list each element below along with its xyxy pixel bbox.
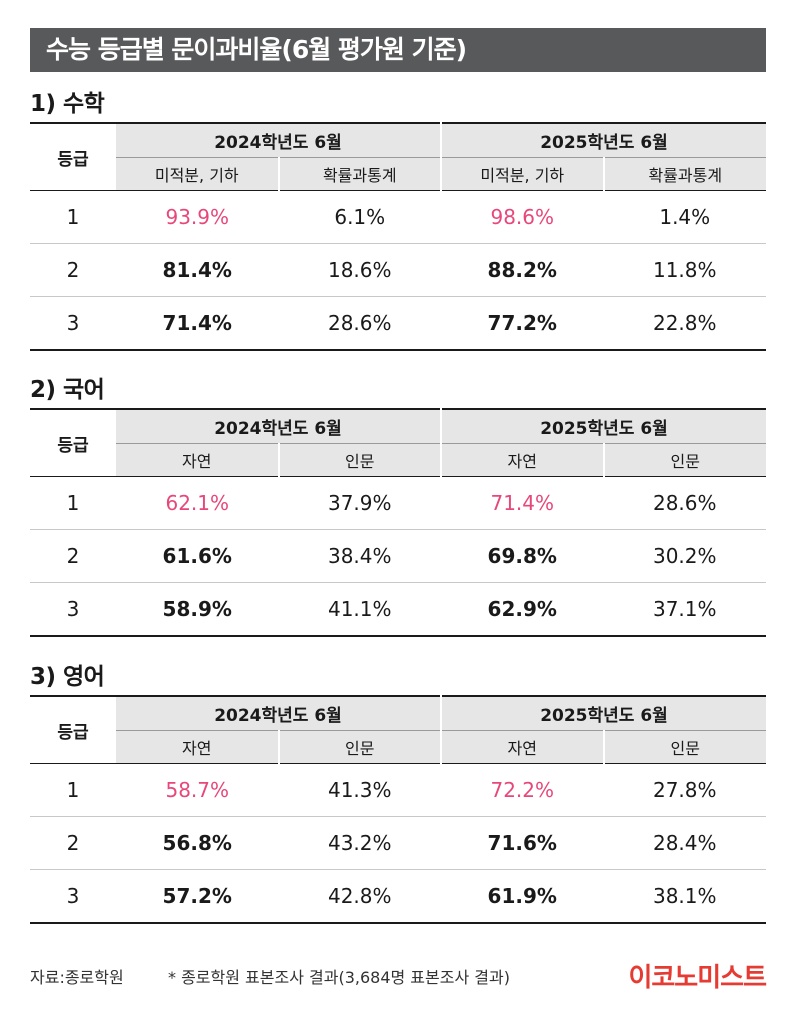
sub-header: 자연 (441, 730, 605, 764)
data-table: 등급 2024학년도 6월 2025학년도 6월 자연 인문 자연 인문 1 5… (30, 695, 766, 924)
value-cell: 58.7% (165, 778, 230, 802)
section-korean: 2) 국어 등급 2024학년도 6월 2025학년도 6월 자연 인문 자연 … (30, 372, 766, 637)
grade-cell: 1 (66, 205, 80, 229)
value-cell: 41.1% (278, 582, 441, 636)
data-table: 등급 2024학년도 6월 2025학년도 6월 미적분, 기하 확률과통계 미… (30, 122, 766, 351)
grade-cell: 2 (30, 816, 116, 870)
section-english: 3) 영어 등급 2024학년도 6월 2025학년도 6월 자연 인문 자연 … (30, 659, 766, 924)
value-cell: 98.6% (490, 205, 555, 229)
section-math: 1) 수학 등급 2024학년도 6월 2025학년도 6월 미적분, 기하 확… (30, 86, 766, 351)
grade-cell: 1 (66, 778, 80, 802)
value-cell: 71.6% (441, 816, 604, 870)
value-cell: 28.4% (603, 816, 766, 870)
year-header: 2024학년도 6월 (116, 696, 442, 731)
year-header: 2024학년도 6월 (116, 123, 442, 158)
value-cell: 6.1% (334, 205, 386, 229)
footer: 자료:종로학원 * 종로학원 표본조사 결과(3,684명 표본조사 결과) 이… (30, 958, 767, 998)
value-cell: 28.6% (278, 296, 441, 350)
page-title: 수능 등급별 문이과비율(6월 평가원 기준) (30, 28, 766, 72)
value-cell: 71.4% (116, 296, 279, 350)
table-row: 1 93.9% 6.1% 98.6% 1.4% (30, 191, 766, 244)
sub-header: 인문 (603, 730, 766, 764)
value-cell: 71.4% (490, 491, 555, 515)
value-cell: 37.9% (327, 491, 392, 515)
grade-header: 등급 (30, 409, 116, 477)
grade-cell: 3 (30, 582, 116, 636)
table-row: 1 58.7% 41.3% 72.2% 27.8% (30, 764, 766, 817)
value-cell: 38.4% (278, 529, 441, 583)
value-cell: 62.9% (441, 582, 604, 636)
grade-cell: 1 (66, 491, 80, 515)
grade-cell: 2 (30, 243, 116, 297)
value-cell: 77.2% (441, 296, 604, 350)
value-cell: 61.9% (441, 869, 604, 923)
value-cell: 37.1% (603, 582, 766, 636)
data-table: 등급 2024학년도 6월 2025학년도 6월 자연 인문 자연 인문 1 6… (30, 408, 766, 637)
sub-header: 미적분, 기하 (116, 157, 280, 191)
value-cell: 11.8% (603, 243, 766, 297)
year-header: 2025학년도 6월 (441, 409, 766, 444)
sub-header: 확률과통계 (278, 157, 442, 191)
value-cell: 57.2% (116, 869, 279, 923)
value-cell: 27.8% (652, 778, 717, 802)
footnote-text: * 종로학원 표본조사 결과(3,684명 표본조사 결과) (168, 968, 510, 987)
section-heading: 2) 국어 (30, 377, 105, 403)
value-cell: 1.4% (659, 205, 711, 229)
publisher-logo: 이코노미스트 (628, 963, 767, 993)
grade-cell: 3 (30, 296, 116, 350)
sub-header: 인문 (278, 730, 442, 764)
value-cell: 93.9% (165, 205, 230, 229)
grade-header: 등급 (30, 696, 116, 764)
value-cell: 30.2% (603, 529, 766, 583)
sub-header: 인문 (603, 443, 766, 477)
value-cell: 41.3% (327, 778, 392, 802)
sub-header: 자연 (116, 730, 280, 764)
sub-header: 인문 (278, 443, 442, 477)
section-heading: 1) 수학 (30, 91, 105, 117)
value-cell: 62.1% (165, 491, 230, 515)
value-cell: 81.4% (116, 243, 279, 297)
section-heading: 3) 영어 (30, 664, 105, 690)
table-row: 2 56.8% 43.2% 71.6% 28.4% (30, 816, 766, 870)
value-cell: 88.2% (441, 243, 604, 297)
sub-header: 자연 (441, 443, 605, 477)
sub-header: 확률과통계 (603, 157, 766, 191)
value-cell: 61.6% (116, 529, 279, 583)
value-cell: 42.8% (278, 869, 441, 923)
grade-cell: 3 (30, 869, 116, 923)
value-cell: 58.9% (116, 582, 279, 636)
value-cell: 56.8% (116, 816, 279, 870)
table-row: 3 71.4% 28.6% 77.2% 22.8% (30, 296, 766, 350)
table-row: 2 61.6% 38.4% 69.8% 30.2% (30, 529, 766, 583)
sub-header: 자연 (116, 443, 280, 477)
value-cell: 28.6% (652, 491, 717, 515)
value-cell: 18.6% (278, 243, 441, 297)
grade-header: 등급 (30, 123, 116, 191)
year-header: 2025학년도 6월 (441, 123, 766, 158)
table-row: 2 81.4% 18.6% 88.2% 11.8% (30, 243, 766, 297)
sub-header: 미적분, 기하 (441, 157, 605, 191)
value-cell: 69.8% (441, 529, 604, 583)
table-row: 3 58.9% 41.1% 62.9% 37.1% (30, 582, 766, 636)
table-row: 1 62.1% 37.9% 71.4% 28.6% (30, 477, 766, 530)
table-row: 3 57.2% 42.8% 61.9% 38.1% (30, 869, 766, 923)
value-cell: 22.8% (603, 296, 766, 350)
source-text: 자료:종로학원 (30, 968, 124, 987)
value-cell: 38.1% (603, 869, 766, 923)
value-cell: 43.2% (278, 816, 441, 870)
value-cell: 72.2% (490, 778, 555, 802)
year-header: 2024학년도 6월 (116, 409, 442, 444)
grade-cell: 2 (30, 529, 116, 583)
year-header: 2025학년도 6월 (441, 696, 766, 731)
